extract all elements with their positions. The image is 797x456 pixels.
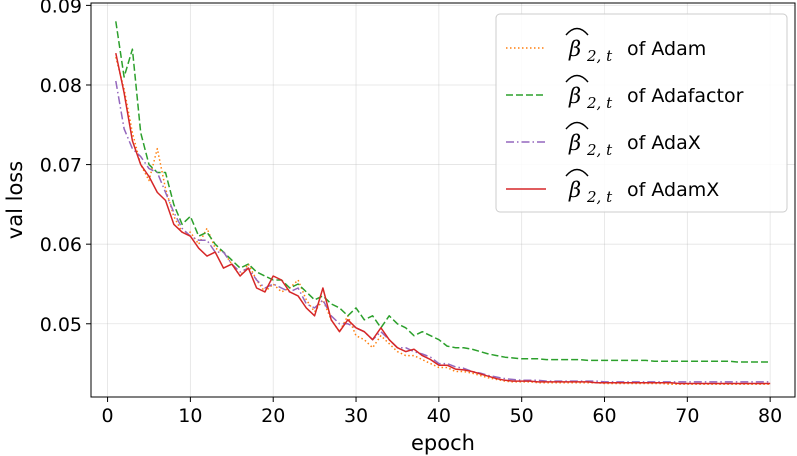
legend-hat-0 — [565, 27, 589, 36]
y-tick-label: 0.07 — [40, 155, 82, 177]
x-tick-label: 50 — [510, 405, 534, 427]
x-tick-label: 20 — [261, 405, 285, 427]
x-tick-label: 30 — [344, 405, 368, 427]
legend-subscript-3: 2, t — [586, 188, 613, 206]
y-tick-label: 0.06 — [40, 234, 82, 256]
legend-hat-1 — [565, 74, 589, 83]
y-axis-ticks: 0.05 0.06 0.07 0.08 0.09 — [40, 0, 91, 336]
x-tick-label: 70 — [675, 405, 699, 427]
legend-subscript-1: 2, t — [586, 94, 613, 112]
legend-subscript-2: 2, t — [586, 141, 613, 159]
legend-label-0: of Adam — [627, 38, 706, 60]
x-tick-label: 40 — [427, 405, 451, 427]
series-line-3 — [115, 52, 771, 385]
series-line-0 — [115, 56, 771, 386]
x-axis-label: epoch — [411, 431, 475, 455]
legend-label-2: of AdaX — [627, 132, 701, 154]
series-line-2 — [115, 80, 771, 383]
legend-hat-2 — [565, 121, 589, 130]
legend-box — [495, 13, 788, 213]
legend-label-1: of Adafactor — [627, 85, 744, 107]
y-tick-label: 0.09 — [40, 0, 82, 17]
legend-subscript-0: 2, t — [586, 47, 613, 65]
legend: β 2, t of Adam β 2, t of Adafactor β 2, t of Ada… — [495, 13, 788, 213]
legend-symbol-3: β — [568, 178, 581, 202]
legend-symbol-1: β — [568, 84, 581, 108]
x-tick-label: 10 — [178, 405, 202, 427]
plot-frame — [90, 2, 796, 398]
legend-hat-3 — [565, 168, 589, 177]
x-tick-label: 80 — [758, 405, 782, 427]
y-tick-label: 0.05 — [40, 314, 82, 336]
y-axis-label: val loss — [3, 161, 27, 239]
y-tick-label: 0.08 — [40, 75, 82, 97]
x-tick-label: 0 — [102, 405, 114, 427]
x-axis-ticks: 0 10 20 30 40 50 60 70 80 — [102, 397, 782, 427]
legend-symbol-2: β — [568, 131, 581, 155]
legend-label-3: of AdamX — [627, 179, 719, 201]
x-tick-label: 60 — [592, 405, 616, 427]
legend-symbol-0: β — [568, 37, 581, 61]
series-layer — [115, 21, 771, 386]
